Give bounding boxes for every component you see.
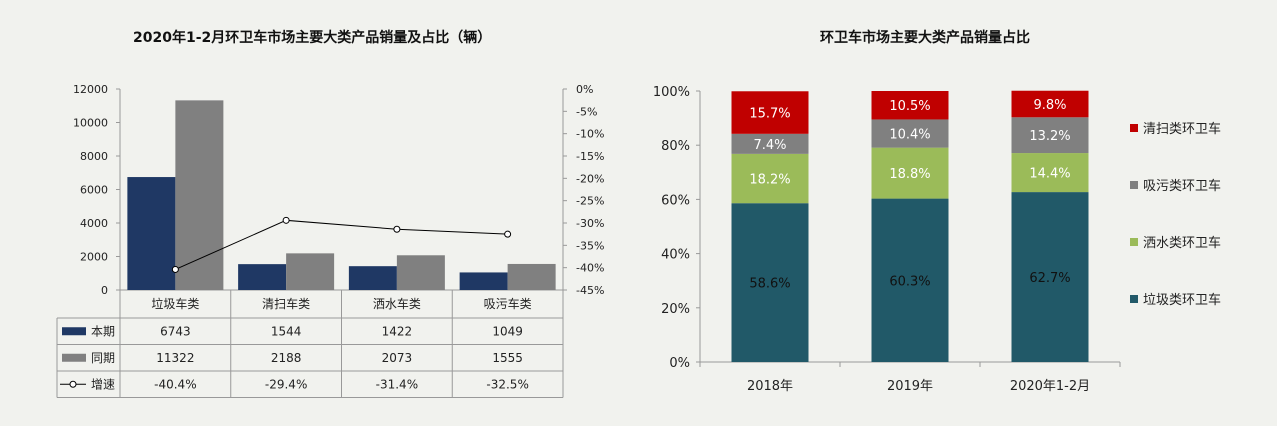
right-segment-label: 18.8% <box>889 167 930 182</box>
left-y-tick-label: 12000 <box>73 83 108 96</box>
left-chart-svg: 0 2000 4000 6000 8000 10000 12000 -45% -40% -35% -… <box>56 83 604 398</box>
left-y2-tick-label: -20% <box>576 172 604 185</box>
right-stack-segment <box>731 133 809 154</box>
left-table-series-name: 增速 <box>91 377 115 391</box>
right-legend-label: 洒水类环卫车 <box>1143 235 1221 251</box>
left-bar-previous <box>175 100 224 290</box>
left-y2-tick-label: -10% <box>576 128 604 141</box>
left-category-label: 洒水车类 <box>373 296 421 311</box>
right-y-tick-label: 100% <box>653 85 690 100</box>
right-y-tick-label: 60% <box>661 193 690 208</box>
right-segment-label: 62.7% <box>1029 271 1070 286</box>
left-growth-line <box>175 219 508 270</box>
left-bar-previous <box>286 253 335 290</box>
left-table-cell: 1422 <box>382 324 413 338</box>
left-chart-title: 2020年1-2月环卫车市场主要大类产品销量及占比（辆） <box>133 30 492 46</box>
left-bar-current <box>459 272 508 290</box>
right-y-tick-label: 20% <box>661 302 690 317</box>
right-segment-label: 13.2% <box>1029 129 1070 144</box>
right-stack-segment <box>871 198 949 362</box>
right-stack-segment <box>1011 117 1089 154</box>
right-segment-label: 58.6% <box>749 277 790 292</box>
left-y2-tick-label: -35% <box>576 239 604 252</box>
left-y2-tick-label: -30% <box>576 217 604 230</box>
right-segment-label: 7.4% <box>753 138 786 153</box>
right-legend-swatch <box>1130 181 1138 189</box>
left-table-legend-marker <box>69 380 77 388</box>
left-table-legend-swatch <box>62 327 86 336</box>
left-table-cell: -40.4% <box>154 377 196 391</box>
left-growth-point <box>504 230 512 238</box>
right-chart-title: 环卫车市场主要大类产品销量占比 <box>820 30 1030 46</box>
right-stack-segment <box>1011 192 1089 362</box>
left-y2-tick-label: -40% <box>576 262 604 275</box>
right-y-tick-label: 80% <box>661 139 690 154</box>
left-y-tick-label: 8000 <box>80 150 108 163</box>
left-table-cell: 2188 <box>271 351 302 365</box>
left-y-tick-label: 6000 <box>80 184 108 197</box>
left-table-cell: 2073 <box>382 351 413 365</box>
right-y-tick-label: 40% <box>661 248 690 263</box>
left-y-tick-label: 2000 <box>80 251 108 264</box>
left-table-series-name: 本期 <box>91 324 115 338</box>
right-legend-label: 垃圾类环卫车 <box>1143 292 1221 308</box>
left-y2-tick-label: -5% <box>576 105 597 118</box>
right-stack-segment <box>731 91 809 134</box>
left-table-cell: 1049 <box>492 324 523 338</box>
left-table-cell: 1544 <box>271 324 302 338</box>
right-segment-label: 10.4% <box>889 128 930 143</box>
right-stack-segment <box>1011 90 1089 118</box>
right-stack-segment <box>871 91 949 120</box>
left-y2-tick-label: -15% <box>576 150 604 163</box>
left-category-label: 清扫车类 <box>262 296 310 311</box>
left-bar-current <box>348 266 397 290</box>
right-segment-label: 15.7% <box>749 107 790 122</box>
right-legend-swatch <box>1130 295 1138 303</box>
left-y2-tick-label: -25% <box>576 195 604 208</box>
right-chart-panel: 环卫车市场主要大类产品销量占比 0% 20% 40% 60% 80% 100% 58.6% 1… <box>620 0 1277 426</box>
right-segment-label: 14.4% <box>1029 167 1070 182</box>
right-segment-label: 9.8% <box>1033 98 1066 113</box>
left-y2-tick-label: -45% <box>576 284 604 297</box>
left-chart-panel: 2020年1-2月环卫车市场主要大类产品销量及占比（辆） 0 2000 4000 60… <box>0 0 620 426</box>
left-y2-tick-label: 0% <box>576 83 593 96</box>
left-bar-previous <box>507 263 556 290</box>
right-legend-swatch <box>1130 124 1138 132</box>
right-stack-segment <box>1011 153 1089 193</box>
left-growth-point <box>171 265 179 273</box>
right-category-label: 2020年1-2月 <box>1010 379 1090 394</box>
right-segment-label: 10.5% <box>889 99 930 114</box>
left-table-cell: -32.5% <box>486 377 528 391</box>
right-chart-svg: 0% 20% 40% 60% 80% 100% 58.6% 18.2% 7.4% 15.7% 201… <box>653 85 1221 394</box>
left-y-tick-label: 4000 <box>80 217 108 230</box>
right-category-label: 2018年 <box>747 379 793 394</box>
left-bar-current <box>238 264 287 290</box>
left-category-label: 吸污车类 <box>484 296 532 311</box>
right-stack-segment <box>871 119 949 148</box>
right-stack-segment <box>731 203 809 362</box>
left-table-cell: 1555 <box>492 351 523 365</box>
right-y-tick-label: 0% <box>669 356 690 371</box>
left-category-label: 垃圾车类 <box>151 296 199 311</box>
right-stack-segment <box>731 153 809 204</box>
left-y-tick-label: 0 <box>101 284 108 297</box>
left-table-series-name: 同期 <box>91 351 115 365</box>
left-y-tick-label: 10000 <box>73 117 108 130</box>
right-segment-label: 60.3% <box>889 274 930 289</box>
left-table-legend-swatch <box>62 353 86 362</box>
right-segment-label: 18.2% <box>749 173 790 188</box>
left-bar-previous <box>396 255 445 290</box>
right-stack-segment <box>871 147 949 199</box>
right-legend-label: 吸污类环卫车 <box>1143 178 1221 194</box>
left-table-cell: 11322 <box>156 351 194 365</box>
left-table-cell: 6743 <box>160 324 191 338</box>
right-legend-swatch <box>1130 238 1138 246</box>
left-table-cell: -31.4% <box>376 377 418 391</box>
left-table-cell: -29.4% <box>265 377 307 391</box>
right-category-label: 2019年 <box>887 379 933 394</box>
right-legend-label: 清扫类环卫车 <box>1143 121 1221 137</box>
left-growth-point <box>393 225 401 233</box>
left-bar-current <box>127 177 176 290</box>
left-growth-point <box>282 216 290 224</box>
